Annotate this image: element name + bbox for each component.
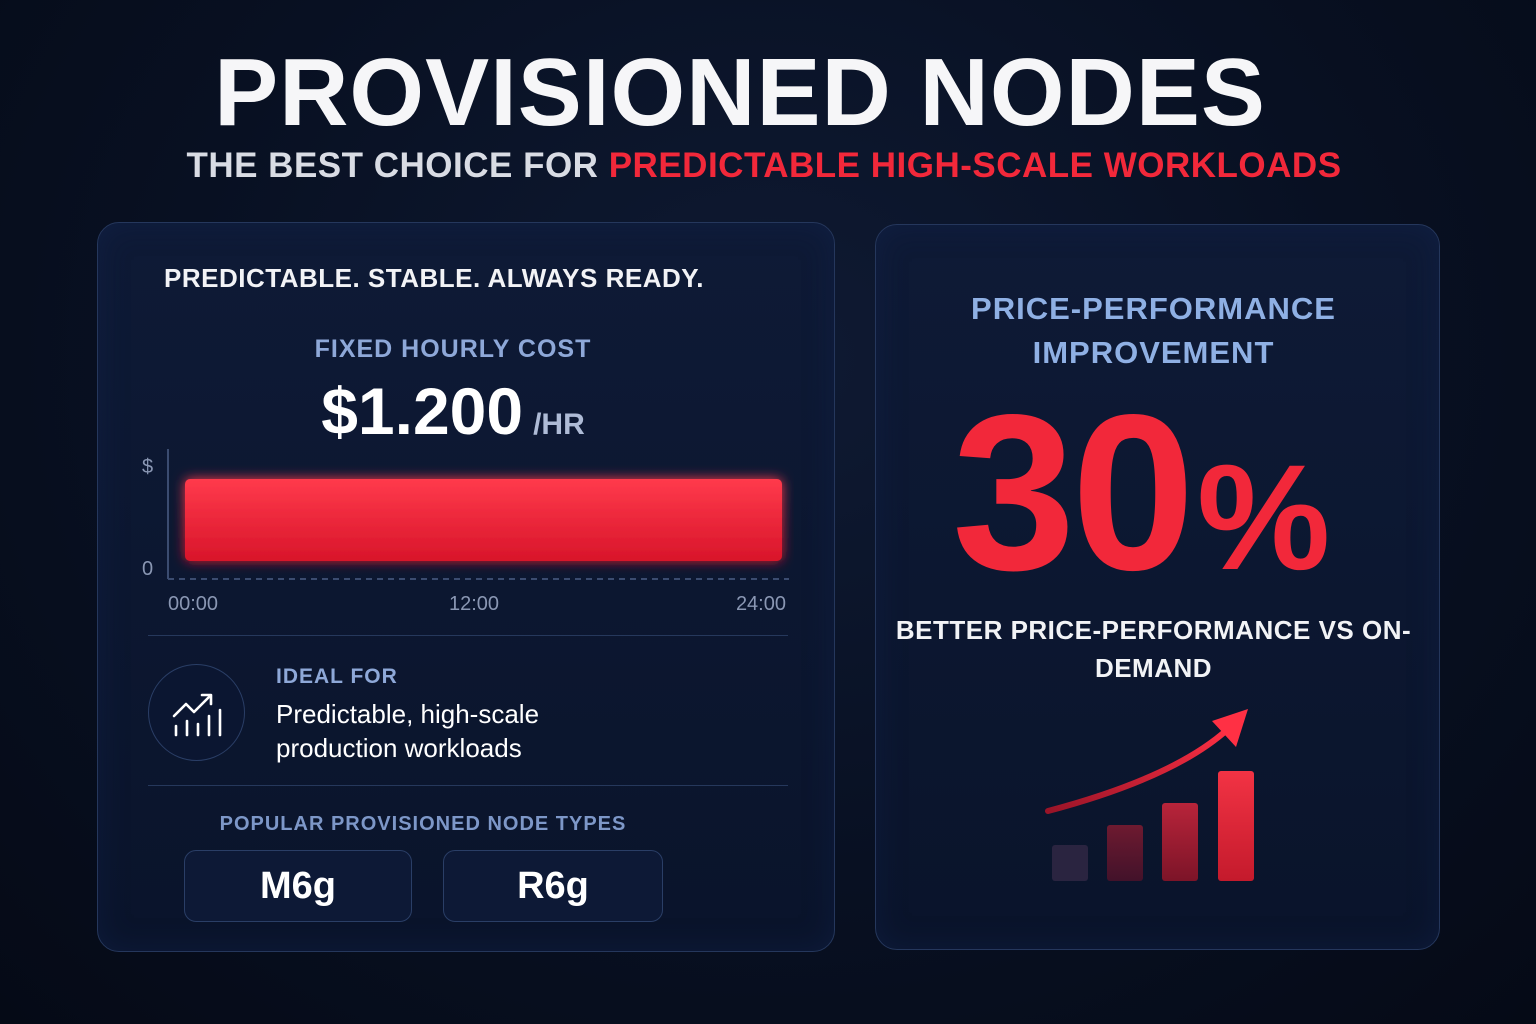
x-tick-label: 12:00	[449, 593, 499, 615]
node-types-label: POPULAR PROVISIONED NODE TYPES	[219, 813, 627, 835]
fixed-cost-chart: $ 0 00:00 12:00 24:00	[142, 449, 789, 615]
x-tick-label: 00:00	[168, 593, 218, 615]
page-title: PROVISIONED NODES	[214, 39, 1266, 146]
ideal-for-label: IDEAL FOR	[276, 665, 398, 688]
card-tagline: PREDICTABLE. STABLE. ALWAYS READY.	[164, 263, 704, 293]
improvement-unit: %	[1196, 433, 1331, 601]
fixed-cost-bar	[185, 479, 782, 561]
node-type-r6g: R6g	[443, 850, 663, 922]
growth-chart-icon	[148, 664, 245, 761]
improvement-number: 30	[952, 369, 1195, 617]
rising-bars-arrow-icon	[1045, 709, 1254, 881]
divider	[148, 635, 788, 636]
price-performance-value: 30%	[952, 382, 1331, 604]
cost-row: $1.200/HR	[98, 373, 808, 449]
y-axis-bottom-label: 0	[142, 558, 153, 580]
page-subtitle: THE BEST CHOICE FOR PREDICTABLE HIGH-SCA…	[0, 146, 1528, 186]
node-type-m6g: M6g	[184, 850, 412, 922]
y-axis-top-label: $	[142, 456, 153, 478]
ideal-for-text: Predictable, high-scale production workl…	[276, 699, 540, 763]
price-performance-description: BETTER PRICE-PERFORMANCE VS ON-DEMAND	[895, 615, 1412, 683]
price-performance-label: PRICE-PERFORMANCE IMPROVEMENT	[971, 291, 1336, 370]
x-tick-label: 24:00	[736, 593, 786, 615]
cost-label: FIXED HOURLY COST	[314, 335, 592, 363]
subtitle-accent: PREDICTABLE HIGH-SCALE WORKLOADS	[608, 146, 1342, 185]
cost-value: $1.200	[321, 374, 524, 448]
fixed-cost-card: PREDICTABLE. STABLE. ALWAYS READY. FIXED…	[97, 222, 835, 952]
cost-unit: /HR	[533, 408, 585, 441]
divider	[148, 785, 788, 786]
price-performance-card: PRICE-PERFORMANCE IMPROVEMENT 30% BETTER…	[875, 224, 1440, 950]
subtitle-prefix: THE BEST CHOICE FOR	[186, 146, 599, 185]
